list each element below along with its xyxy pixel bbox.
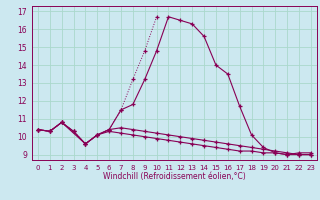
X-axis label: Windchill (Refroidissement éolien,°C): Windchill (Refroidissement éolien,°C)	[103, 172, 246, 181]
